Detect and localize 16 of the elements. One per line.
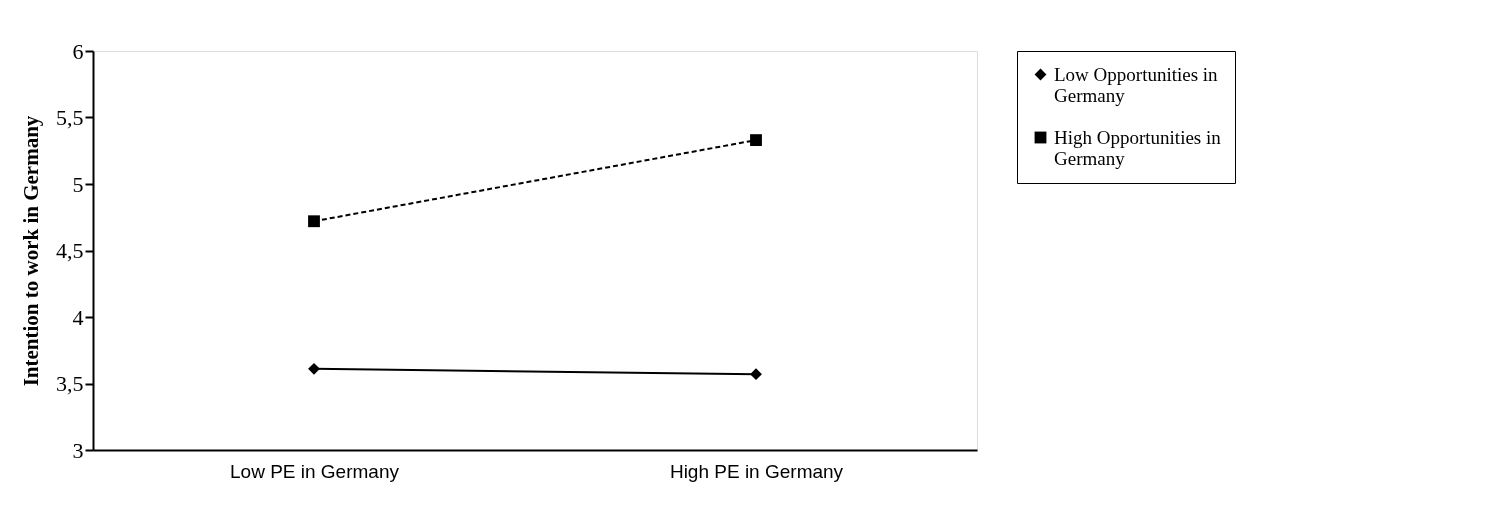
point <box>308 362 320 375</box>
y-tick-label: 4,5 <box>56 238 84 263</box>
legend-label: Low Opportunities in Germany <box>1054 63 1219 106</box>
point <box>750 368 762 381</box>
y-tick-label: 5,5 <box>56 105 84 130</box>
y-tick-label: 5 <box>72 171 84 197</box>
y-tick-label: 4 <box>72 304 84 330</box>
point <box>308 215 320 228</box>
y-tick-label: 3,5 <box>56 371 84 396</box>
legend-label: High Opportunities in Germany <box>1054 126 1222 169</box>
x-tick-label: Low PE in Germany <box>230 460 400 482</box>
y-axis-title: Intention to work in Germany <box>19 115 43 387</box>
y-tick-label: 6 <box>72 38 84 64</box>
y-tick-label: 3 <box>72 437 84 463</box>
x-tick-label: High PE in Germany <box>669 460 844 482</box>
point <box>750 134 762 147</box>
